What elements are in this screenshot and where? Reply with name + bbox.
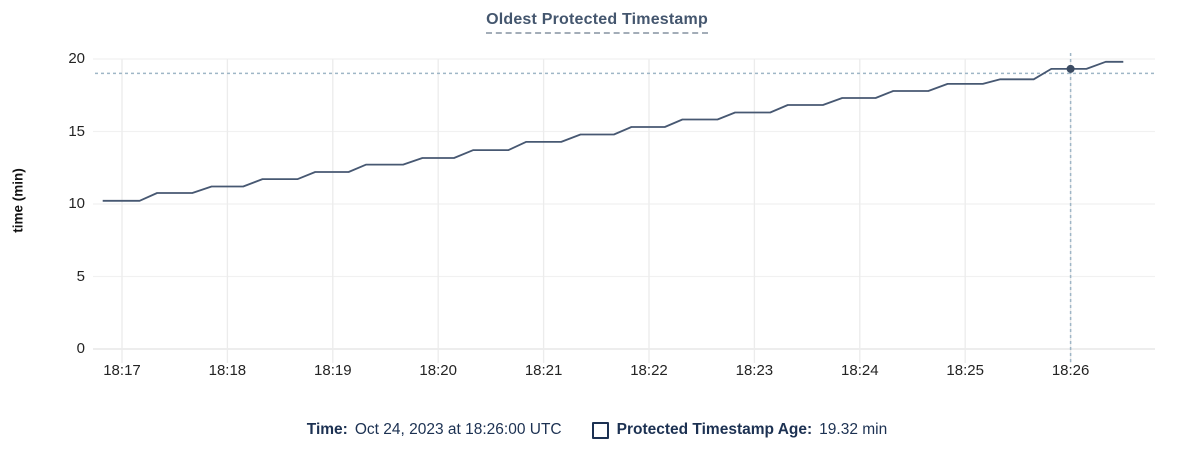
x-tick-label: 18:18 xyxy=(208,362,247,379)
x-tick-label: 18:24 xyxy=(841,362,879,379)
x-tick-label: 18:20 xyxy=(419,362,457,379)
x-tick-label: 18:22 xyxy=(630,362,668,379)
series-label: Protected Timestamp Age: xyxy=(616,421,813,438)
protected-timestamp-age-line xyxy=(102,60,1124,202)
chart-legend: Time: Oct 24, 2023 at 18:26:00 UTC Prote… xyxy=(0,421,1194,439)
y-tick-label: 5 xyxy=(76,267,85,285)
legend-item-protected-timestamp-age[interactable]: Protected Timestamp Age: 19.32 min xyxy=(591,421,888,439)
hover-data-point-dot xyxy=(1066,64,1075,73)
y-tick-label: 15 xyxy=(68,122,85,140)
series-checkbox-icon[interactable] xyxy=(591,421,609,439)
x-tick-label: 18:23 xyxy=(735,362,774,379)
y-tick-label: 0 xyxy=(76,340,85,357)
series-value: 19.32 min xyxy=(819,421,888,438)
hover-time-readout: Time: Oct 24, 2023 at 18:26:00 UTC xyxy=(307,421,562,439)
y-tick-label: 10 xyxy=(68,195,85,212)
x-tick-label: 18:26 xyxy=(1051,362,1090,379)
x-tick-label: 18:19 xyxy=(314,362,352,379)
x-tick-label: 18:17 xyxy=(103,362,141,379)
x-tick-label: 18:21 xyxy=(524,362,563,379)
y-tick-label: 20 xyxy=(68,50,85,67)
x-tick-label: 18:25 xyxy=(946,362,984,379)
time-label: Time: xyxy=(306,421,348,438)
time-value: Oct 24, 2023 at 18:26:00 UTC xyxy=(354,421,562,438)
